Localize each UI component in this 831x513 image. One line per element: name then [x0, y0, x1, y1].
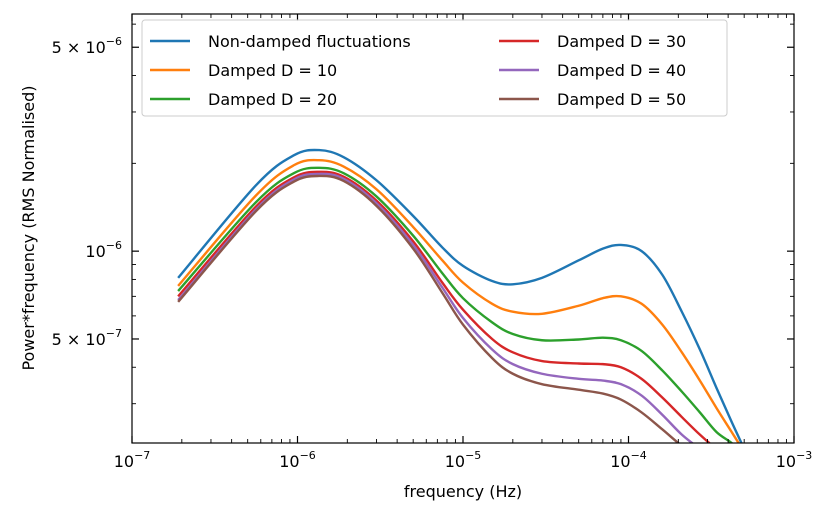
series-layer	[177, 148, 743, 443]
x-tick-label-3: 10−5	[445, 449, 482, 471]
ticks-layer: 10−7 10−6 10−5 10−4 10−3 5 × 10−7 10−6 5 × 10−6	[52, 14, 813, 471]
series-line-1	[177, 148, 743, 443]
x-tick-label-2: 10−6	[279, 449, 316, 471]
series-line-5	[177, 172, 695, 443]
y-tick-label-2: 10−6	[85, 239, 122, 261]
series-line-3	[177, 166, 734, 443]
legend: Non-damped fluctuations Damped D = 10 Damp…	[141, 19, 728, 117]
x-tick-label-4: 10−4	[610, 449, 647, 471]
legend-label-3: Damped D = 20	[208, 90, 337, 109]
legend-label-4: Damped D = 30	[557, 32, 686, 51]
legend-label-6: Damped D = 50	[557, 90, 686, 109]
legend-label-2: Damped D = 10	[208, 61, 337, 80]
y-tick-label-3: 5 × 10−6	[52, 35, 122, 57]
legend-label-1: Non-damped fluctuations	[208, 32, 411, 51]
legend-frame	[141, 19, 728, 117]
series-line-6	[177, 174, 681, 443]
y-tick-label-1: 5 × 10−7	[52, 327, 122, 349]
x-tick-label-1: 10−7	[114, 449, 151, 471]
plot-frame	[131, 13, 795, 444]
x-axis-label: frequency (Hz)	[404, 482, 522, 501]
x-tick-label-5: 10−3	[776, 449, 813, 471]
series-line-4	[177, 170, 712, 443]
series-line-2	[177, 158, 740, 443]
y-axis-label: Power*frequency (RMS Normalised)	[19, 85, 38, 370]
legend-label-5: Damped D = 40	[557, 61, 686, 80]
